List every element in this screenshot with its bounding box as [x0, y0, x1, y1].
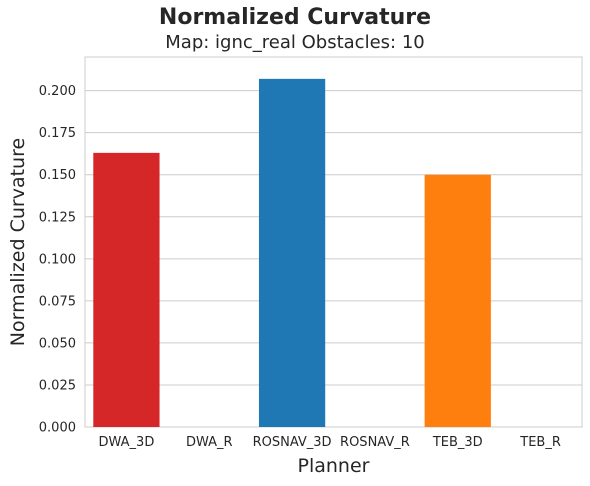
- y-tick-label: 0.075: [39, 294, 76, 309]
- x-tick-label: ROSNAV_3D: [253, 435, 332, 450]
- bar-dwa_3d: [93, 152, 160, 427]
- x-tick-labels: DWA_3D DWA_R ROSNAV_3D ROSNAV_R TEB_3D TEB_R: [99, 435, 561, 450]
- x-tick-label: TEB_3D: [432, 435, 483, 450]
- bar-rosnav_3d: [258, 78, 326, 427]
- x-tick-label: DWA_R: [186, 435, 233, 450]
- y-tick-label: 0.125: [39, 210, 76, 225]
- y-tick-label: 0.175: [39, 126, 76, 141]
- y-tick-label: 0.000: [39, 421, 76, 436]
- x-tick-label: TEB_R: [519, 435, 561, 450]
- plot-frame: [84, 56, 583, 428]
- chart-title: Normalized Curvature: [158, 5, 432, 30]
- y-tick-label: 0.100: [39, 252, 76, 267]
- x-tick-label: DWA_3D: [99, 435, 155, 450]
- x-tick-label: ROSNAV_R: [340, 435, 410, 450]
- y-tick-labels: 0.000 0.025 0.050 0.075 0.100 0.125 0.150 0.175…: [39, 84, 76, 435]
- y-axis-label: Normalized Curvature: [7, 138, 29, 346]
- bar-teb_3d: [424, 174, 491, 427]
- chart-subtitle: Map: ignc_real Obstacles: 10: [165, 32, 425, 53]
- y-tick-label: 0.200: [39, 84, 76, 99]
- x-axis-label: Planner: [298, 455, 370, 477]
- y-tick-label: 0.150: [39, 168, 76, 183]
- y-tick-label: 0.050: [39, 336, 76, 351]
- bars: [93, 78, 491, 427]
- y-tick-label: 0.025: [39, 378, 76, 393]
